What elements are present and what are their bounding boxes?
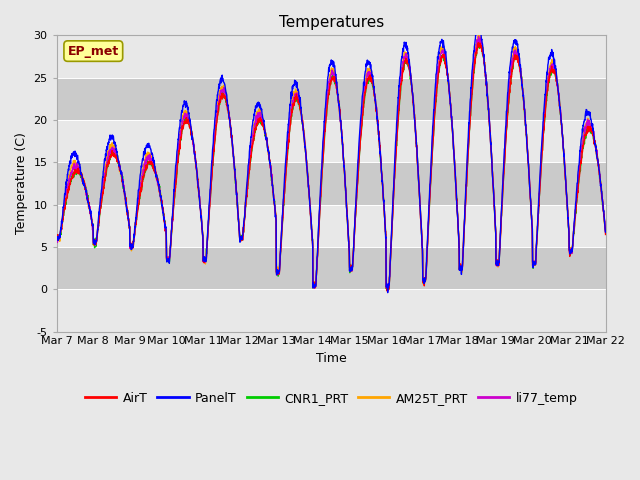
li77_temp [554,81,561,87]
Bar [57,36,605,78]
PanelT [569,242,577,248]
CNR1_PRT [491,213,499,219]
CNR1_PRT [53,234,61,240]
AM25T_PRT [491,216,499,222]
PanelT [554,82,561,88]
Title: Temperatures: Temperatures [278,15,384,30]
li77_temp [53,237,61,243]
li77_temp [569,242,577,248]
li77_temp [206,200,214,206]
AM25T_PRT [206,198,214,204]
Line: CNR1_PRT: CNR1_PRT [57,43,605,290]
li77_temp [602,229,609,235]
CNR1_PRT [477,40,484,46]
Bar [57,78,605,120]
Line: li77_temp: li77_temp [57,36,605,290]
PanelT [53,237,61,243]
Line: AirT: AirT [57,43,605,291]
Y-axis label: Temperature (C): Temperature (C) [15,132,28,234]
AirT [206,203,214,209]
li77_temp [347,264,355,269]
PanelT [347,268,355,274]
Bar [57,120,605,162]
AirT [569,240,577,245]
AirT [491,217,499,223]
CNR1_PRT [602,227,609,233]
PanelT [491,218,499,224]
Bar [57,162,605,204]
AM25T_PRT [476,33,483,38]
AM25T_PRT [53,236,61,242]
CNR1_PRT [206,201,214,207]
PanelT [206,194,214,200]
AM25T_PRT [569,242,577,248]
AM25T_PRT [554,82,561,88]
PanelT [602,229,609,235]
PanelT [476,23,483,29]
AM25T_PRT [602,228,609,234]
Bar [57,247,605,289]
Line: AM25T_PRT: AM25T_PRT [57,36,605,290]
li77_temp [475,34,483,39]
AM25T_PRT [359,100,367,106]
CNR1_PRT [569,243,577,249]
PanelT [384,290,392,296]
AirT [53,233,61,239]
Bar [57,204,605,247]
PanelT [359,90,367,96]
AirT [359,112,367,118]
Bar [57,289,605,332]
Legend: AirT, PanelT, CNR1_PRT, AM25T_PRT, li77_temp: AirT, PanelT, CNR1_PRT, AM25T_PRT, li77_… [80,387,582,410]
X-axis label: Time: Time [316,352,346,365]
AirT [602,232,609,238]
AirT [474,40,482,46]
li77_temp [491,215,499,220]
AirT [383,288,391,294]
CNR1_PRT [385,287,392,293]
li77_temp [359,104,367,109]
CNR1_PRT [554,80,561,86]
AM25T_PRT [347,269,355,275]
CNR1_PRT [359,110,367,116]
Line: PanelT: PanelT [57,26,605,293]
Text: EP_met: EP_met [68,45,119,58]
li77_temp [384,288,392,293]
CNR1_PRT [347,264,355,270]
AirT [347,264,355,270]
AM25T_PRT [383,287,390,293]
AirT [554,82,561,87]
